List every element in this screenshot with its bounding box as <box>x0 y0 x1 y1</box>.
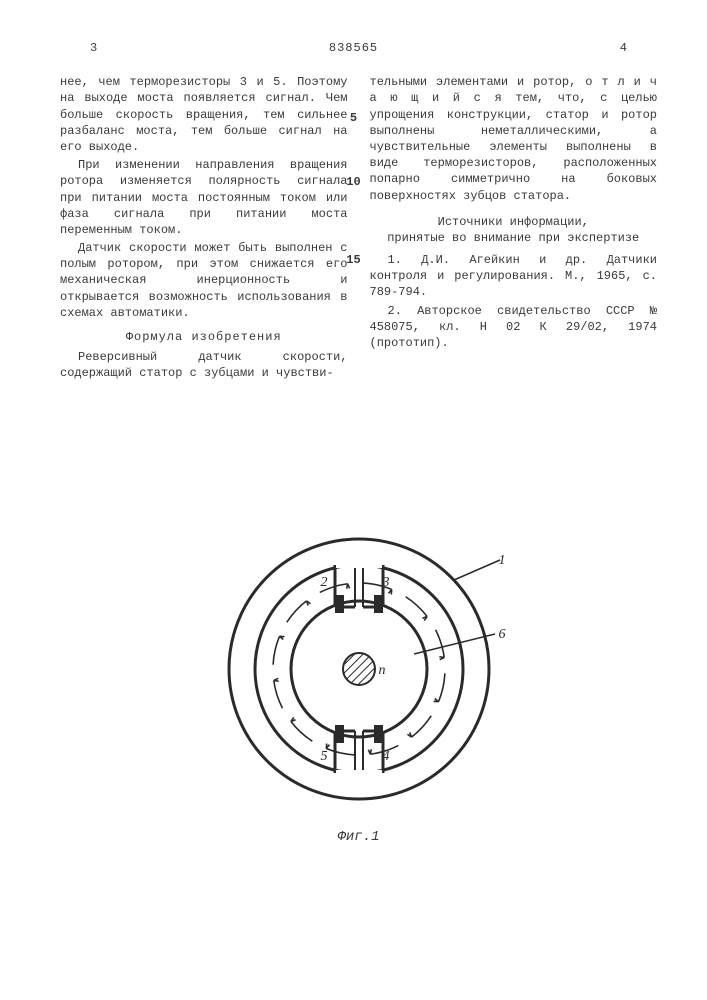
svg-text:5: 5 <box>320 749 327 764</box>
left-column: нее, чем терморезисторы 3 и 5. Поэтому н… <box>60 74 348 383</box>
line-mark-5: 5 <box>350 110 357 126</box>
figure-caption: Фиг.1 <box>337 828 379 847</box>
formula-heading: Формула изобретения <box>60 329 348 345</box>
right-p1: тельными элементами и ротор, о т л и ч а… <box>370 74 658 204</box>
svg-text:n: n <box>378 663 385 678</box>
reference-2: 2. Авторское свидетельство СССР № 458075… <box>370 303 658 352</box>
left-p3: Датчик скорости может быть выполнен с по… <box>60 240 348 321</box>
reference-1: 1. Д.И. Агейкин и др. Датчики контроля и… <box>370 252 658 301</box>
text-columns: нее, чем терморезисторы 3 и 5. Поэтому н… <box>60 74 657 383</box>
patent-page: 3 4 838565 5 10 15 нее, чем терморезисто… <box>0 0 707 1000</box>
references-heading: Источники информации, принятые во вниман… <box>370 214 658 246</box>
svg-text:4: 4 <box>382 749 389 764</box>
svg-text:3: 3 <box>381 575 389 590</box>
right-column: тельными элементами и ротор, о т л и ч а… <box>370 74 658 383</box>
sensor-diagram: 1 6 2 3 4 5 n <box>204 524 514 814</box>
page-num-right: 4 <box>620 40 627 56</box>
left-p4: Реверсивный датчик скорости, содержащий … <box>60 349 348 381</box>
line-mark-15: 15 <box>346 252 360 268</box>
left-p2: При изменении направления вращения ротор… <box>60 157 348 238</box>
left-p1: нее, чем терморезисторы 3 и 5. Поэтому н… <box>60 74 348 155</box>
document-number: 838565 <box>329 40 378 56</box>
svg-text:2: 2 <box>320 575 327 590</box>
figure-1: 1 6 2 3 4 5 n Фиг.1 <box>60 524 657 847</box>
page-num-left: 3 <box>90 40 97 56</box>
line-mark-10: 10 <box>346 174 360 190</box>
svg-text:6: 6 <box>498 627 505 642</box>
svg-text:1: 1 <box>498 553 505 568</box>
